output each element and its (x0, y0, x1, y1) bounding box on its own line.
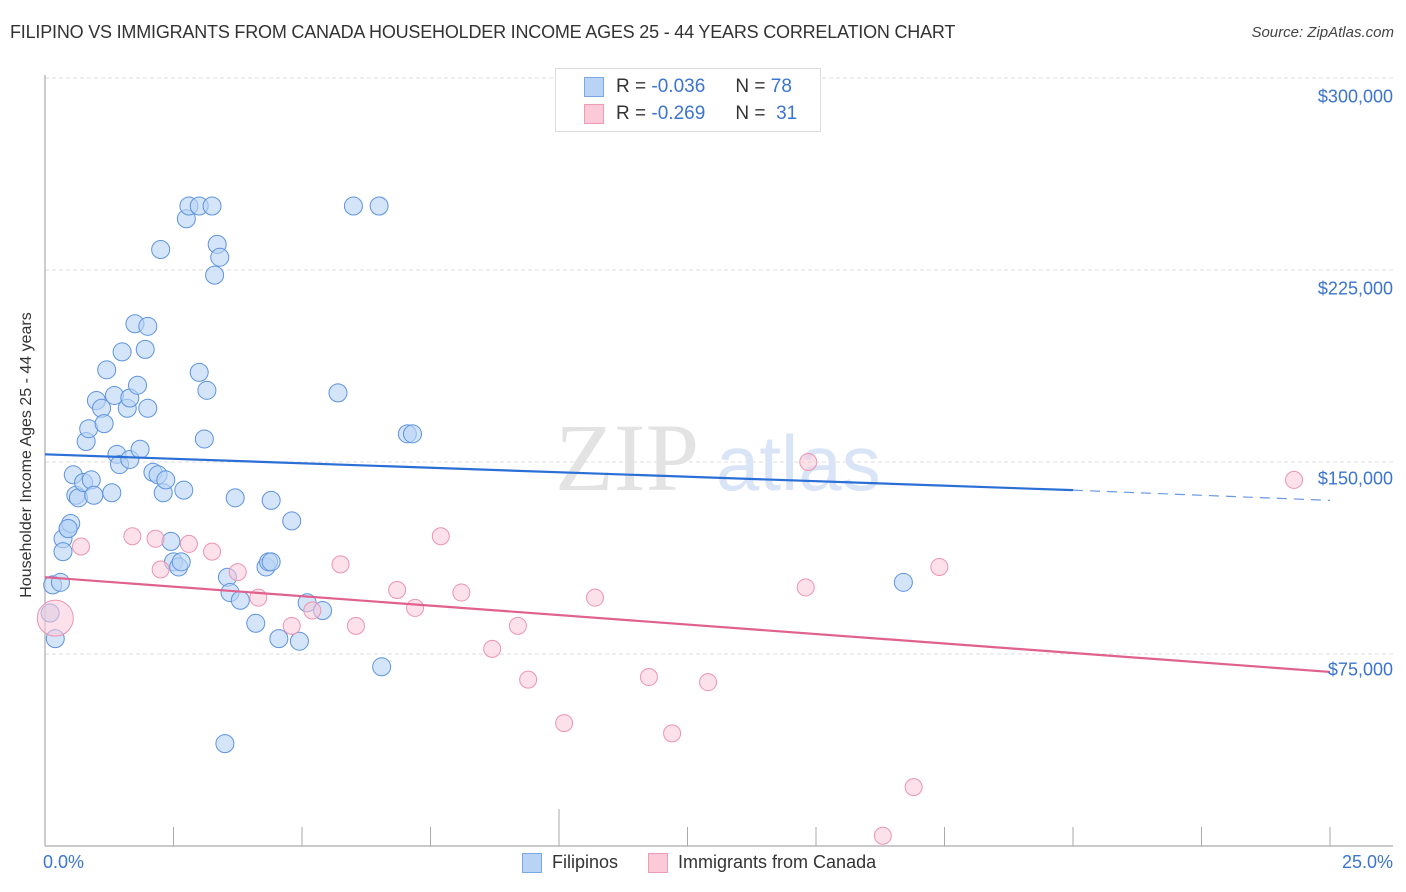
y-axis-label: Householder Income Ages 25 - 44 years (18, 312, 35, 598)
legend-item-filipinos[interactable]: Filipinos (522, 852, 618, 873)
gridlines (45, 77, 1393, 655)
y-tick-150000: $150,000 (1317, 468, 1393, 489)
x-tick-25: 25.0% (1341, 852, 1393, 872)
watermark: ZIP atlas (555, 404, 881, 511)
y-tick-300000: $300,000 (1317, 86, 1393, 107)
source-label: Source: ZipAtlas.com (1251, 24, 1394, 41)
chart-title: FILIPINO VS IMMIGRANTS FROM CANADA HOUSE… (10, 22, 956, 42)
legend-row-filipinos: R = -0.036 N = 78 (584, 75, 792, 99)
pink-swatch-icon (584, 104, 604, 124)
legend-label: Immigrants from Canada (678, 852, 877, 872)
blue-swatch-icon (522, 852, 542, 873)
canada-points (36, 453, 1304, 845)
y-tick-225000: $225,000 (1317, 278, 1393, 299)
r-value: -0.269 (651, 103, 706, 124)
pink-swatch-icon (648, 852, 669, 873)
svg-text:atlas: atlas (716, 419, 881, 507)
y-tick-75000: $75,000 (1327, 659, 1393, 680)
svg-text:ZIP: ZIP (555, 404, 699, 511)
r-value: -0.036 (651, 76, 706, 97)
correlation-legend: R = -0.036 N = 78 R = -0.269 N = 31 (555, 68, 821, 132)
n-value: 78 (770, 76, 792, 97)
trend-lines (44, 453, 1331, 674)
r-label: R = (616, 76, 647, 97)
blue-swatch-icon (584, 77, 604, 97)
x-tick-0: 0.0% (43, 852, 85, 872)
n-label: N = (735, 76, 766, 97)
legend-row-canada: R = -0.269 N = 31 (584, 102, 797, 126)
legend-item-canada[interactable]: Immigrants from Canada (648, 852, 876, 873)
axes (44, 75, 1393, 847)
n-label: N = (735, 103, 766, 124)
legend-label: Filipinos (552, 852, 619, 872)
series-legend: Filipinos Immigrants from Canada (522, 852, 906, 873)
r-label: R = (616, 103, 647, 124)
n-value: 31 (776, 103, 798, 124)
